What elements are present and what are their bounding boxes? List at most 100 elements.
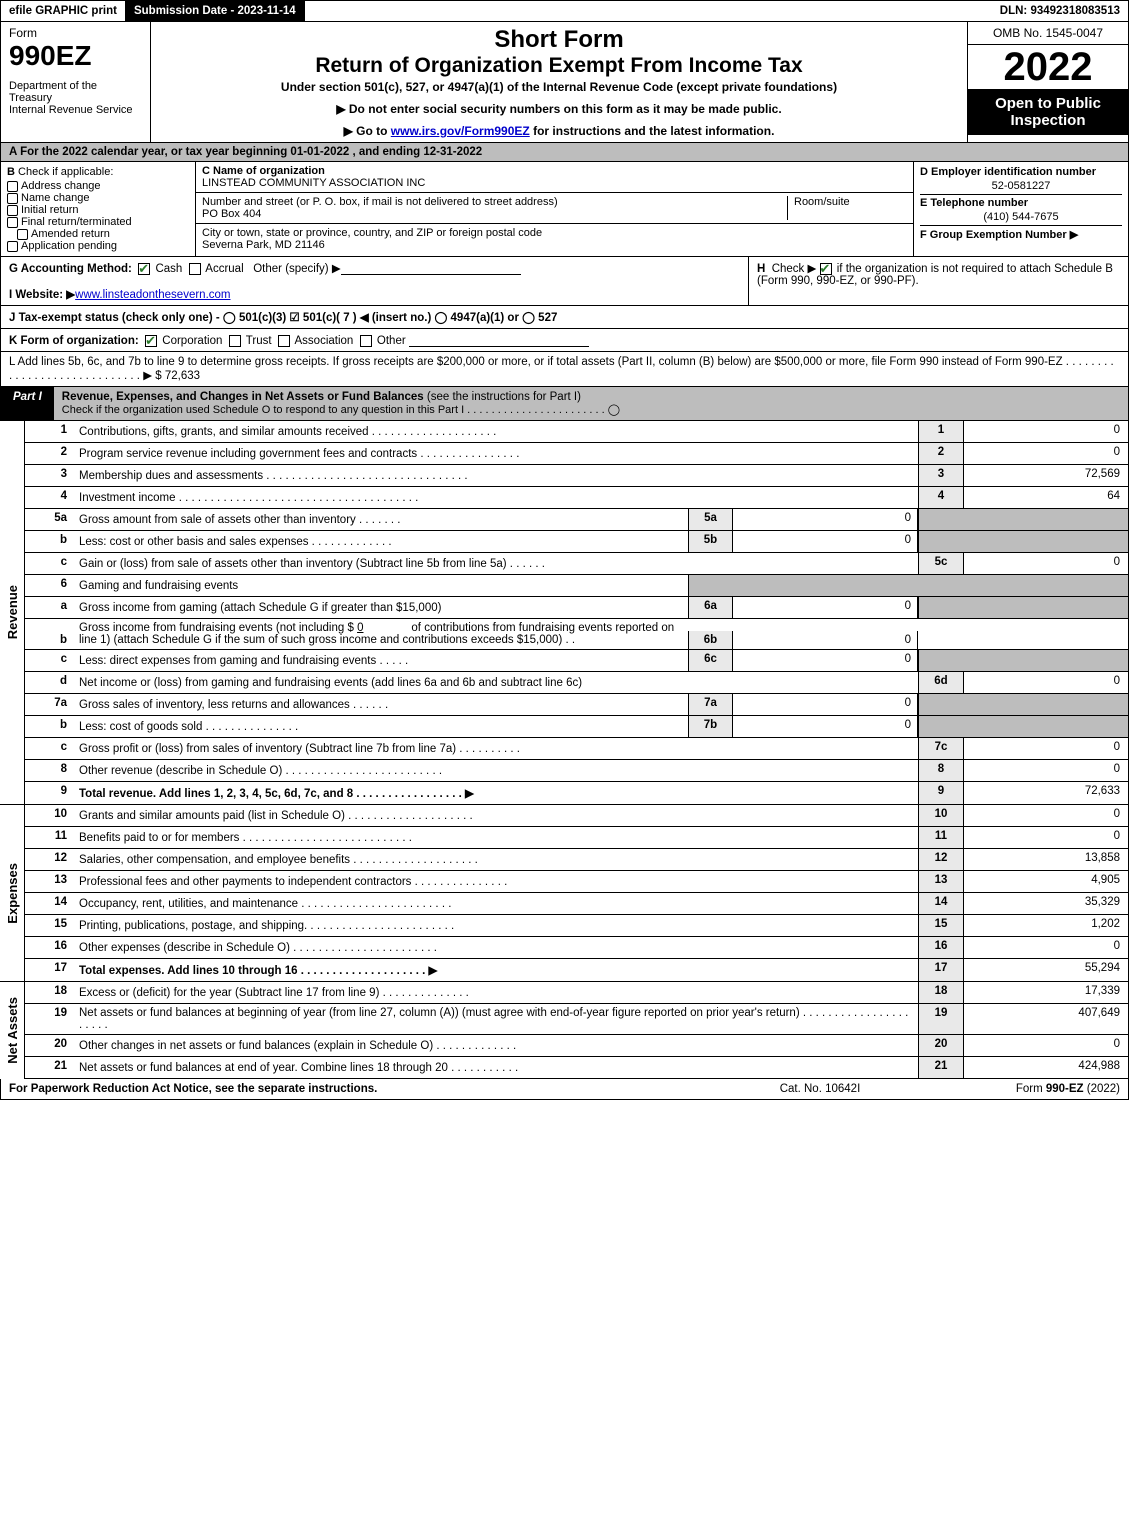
footer-right: Form 990-EZ (2022) [920,1083,1120,1095]
g-other-blank[interactable] [341,261,521,275]
check-h[interactable] [820,263,832,275]
l4-n: 4 [918,487,963,508]
l19-v: 407,649 [963,1004,1128,1034]
check-cash[interactable] [138,263,150,275]
l15-desc: Printing, publications, postage, and shi… [75,915,918,936]
g-other: Other (specify) ▶ [253,263,340,275]
line-k: K Form of organization: Corporation Trus… [0,329,1129,352]
opt-initial: Initial return [21,204,78,216]
grey-5a [918,509,1128,530]
l11-n: 11 [918,827,963,848]
line-j: J Tax-exempt status (check only one) - ◯… [0,306,1129,329]
check-final[interactable] [7,217,18,228]
l5c-n: 5c [918,553,963,574]
l17-n: 17 [918,959,963,981]
l16-desc: Other expenses (describe in Schedule O) … [75,937,918,958]
city-val: Severna Park, MD 21146 [202,239,325,251]
street-label: Number and street (or P. O. box, if mail… [202,196,558,208]
l18-n: 18 [918,982,963,1003]
header-mid: Short Form Return of Organization Exempt… [151,22,968,142]
check-name-change[interactable] [7,193,18,204]
e-label: E Telephone number [920,197,1028,209]
box-def: D Employer identification number 52-0581… [913,162,1128,256]
l13-v: 4,905 [963,871,1128,892]
k-corp: Corporation [162,335,222,347]
grey-6c [918,650,1128,671]
goto-post: for instructions and the latest informat… [530,124,775,138]
l1-v: 0 [963,421,1128,442]
k-other: Other [377,335,406,347]
spacer [305,1,992,21]
box-b: B Check if applicable: Address change Na… [1,162,196,256]
l5b-mv: 0 [733,531,918,552]
l4-desc: Investment income . . . . . . . . . . . … [75,487,918,508]
l6c-desc: Less: direct expenses from gaming and fu… [75,650,688,671]
check-accrual[interactable] [189,263,201,275]
part1-title-text: Revenue, Expenses, and Changes in Net As… [62,391,424,403]
website-link[interactable]: www.linsteadonthesevern.com [75,289,230,301]
k-other-blank[interactable] [409,333,589,347]
revenue-tab: Revenue [0,421,25,804]
irs-link[interactable]: www.irs.gov/Form990EZ [391,124,530,138]
l8-v: 0 [963,760,1128,781]
page-footer: For Paperwork Reduction Act Notice, see … [0,1079,1129,1100]
l5a-m: 5a [688,509,733,530]
l9-v: 72,633 [963,782,1128,804]
check-pending[interactable] [7,241,18,252]
form-subtitle: Return of Organization Exempt From Incom… [159,54,959,78]
l3-n: 3 [918,465,963,486]
netassets-tab: Net Assets [0,982,25,1079]
grey-6a [918,597,1128,618]
l5a-desc: Gross amount from sale of assets other t… [75,509,688,530]
header-right: OMB No. 1545-0047 2022 Open to Public In… [968,22,1128,142]
dept-treasury: Department of the Treasury [9,80,142,104]
l16-v: 0 [963,937,1128,958]
check-amended[interactable] [17,229,28,240]
l14-v: 35,329 [963,893,1128,914]
line-a: A For the 2022 calendar year, or tax yea… [0,143,1129,162]
l6d-desc: Net income or (loss) from gaming and fun… [75,672,918,693]
l5b-m: 5b [688,531,733,552]
l13-n: 13 [918,871,963,892]
efile-print-label[interactable]: efile GRAPHIC print [1,1,126,21]
grey-7b [918,716,1128,737]
l5a-mv: 0 [733,509,918,530]
l2-desc: Program service revenue including govern… [75,443,918,464]
l12-n: 12 [918,849,963,870]
g-label: G Accounting Method: [9,263,132,275]
check-initial[interactable] [7,205,18,216]
g-accrual: Accrual [205,263,243,275]
l7a-m: 7a [688,694,733,715]
gh-row: G Accounting Method: Cash Accrual Other … [0,257,1129,306]
line-g: G Accounting Method: Cash Accrual Other … [1,257,748,305]
l6d-v: 0 [963,672,1128,693]
opt-pending: Application pending [21,240,117,252]
check-other[interactable] [360,335,372,347]
l-val: 72,633 [165,370,200,382]
l1-desc: Contributions, gifts, grants, and simila… [75,421,918,442]
check-assoc[interactable] [278,335,290,347]
omb-number: OMB No. 1545-0047 [968,22,1128,45]
check-address-change[interactable] [7,181,18,192]
check-corp[interactable] [145,335,157,347]
box-c: C Name of organization LINSTEAD COMMUNIT… [196,162,913,256]
l6a-mv: 0 [733,597,918,618]
street-val: PO Box 404 [202,208,261,220]
l7b-desc: Less: cost of goods sold . . . . . . . .… [75,716,688,737]
l13-desc: Professional fees and other payments to … [75,871,918,892]
l2-n: 2 [918,443,963,464]
goto-pre: ▶ Go to [344,124,391,138]
check-trust[interactable] [229,335,241,347]
l2-v: 0 [963,443,1128,464]
l16-n: 16 [918,937,963,958]
open-public: Open to Public Inspection [968,89,1128,135]
l7b-mv: 0 [733,716,918,737]
l10-v: 0 [963,805,1128,826]
submission-date: Submission Date - 2023-11-14 [126,1,305,21]
l9-desc: Total revenue. Add lines 1, 2, 3, 4, 5c,… [75,782,918,804]
footer-r-post: (2022) [1084,1083,1120,1095]
g-cash: Cash [155,263,182,275]
line-l: L Add lines 5b, 6c, and 7b to line 9 to … [0,352,1129,387]
city-label: City or town, state or province, country… [202,227,542,239]
l11-desc: Benefits paid to or for members . . . . … [75,827,918,848]
